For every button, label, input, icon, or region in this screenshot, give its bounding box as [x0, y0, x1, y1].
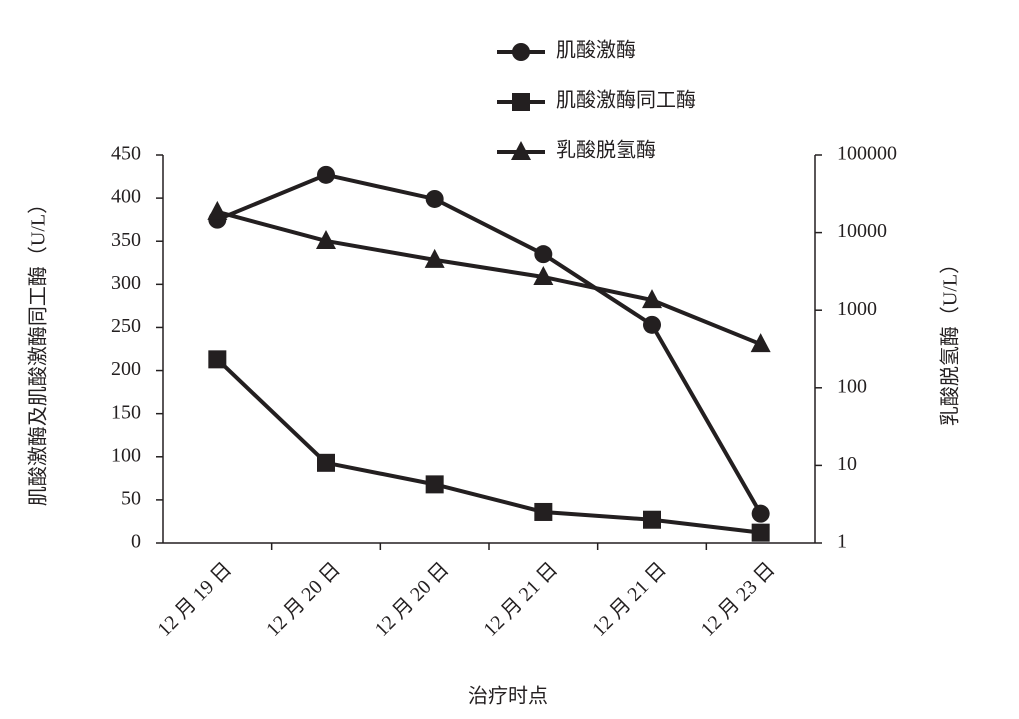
data-point — [534, 245, 553, 264]
x-tick-label: 12 月 19 日 — [153, 558, 236, 641]
x-tick-label: 12 月 20 日 — [262, 558, 345, 641]
y-tick-label: 0 — [131, 531, 141, 553]
data-point — [424, 248, 445, 268]
series-line — [216, 172, 763, 515]
data-point — [425, 189, 444, 208]
y-tick-label: 100 — [111, 444, 141, 466]
data-point — [533, 265, 554, 285]
data-point — [750, 333, 771, 353]
series-line — [216, 209, 762, 347]
x-tick-label: 12 月 21 日 — [588, 558, 671, 641]
y2-tick-label: 1 — [837, 531, 847, 553]
data-point — [643, 510, 661, 529]
data-point — [643, 315, 661, 334]
y2-tick-label: 10000 — [837, 220, 887, 242]
data-point — [751, 523, 770, 542]
data-point — [316, 229, 336, 249]
y-tick-label: 450 — [111, 143, 141, 165]
y-tick-label: 400 — [111, 186, 141, 208]
y2-tick-label: 1000 — [837, 298, 877, 320]
data-point — [534, 502, 553, 521]
y-tick-label: 200 — [111, 358, 141, 380]
y2-tick-label: 10 — [837, 453, 857, 475]
legend-label: 肌酸激酶 — [556, 39, 636, 62]
legend-label: 乳酸脱氢酶 — [556, 139, 656, 162]
y-tick-label: 150 — [111, 401, 141, 423]
y2-tick-label: 100000 — [837, 143, 897, 165]
series-line — [215, 357, 761, 535]
x-tick-label: 12 月 21 日 — [479, 558, 562, 641]
data-point — [425, 475, 444, 494]
legend-marker — [512, 93, 530, 111]
data-point — [317, 165, 335, 184]
legend-marker — [511, 141, 531, 160]
data-point — [642, 289, 662, 309]
y-tick-label: 350 — [111, 229, 141, 251]
y-axis-label: 肌酸激酶及肌酸激酶同工酶（U/L） — [27, 194, 50, 506]
legend-marker — [512, 43, 530, 61]
x-tick-label: 12 月 23 日 — [697, 558, 780, 641]
x-axis-label: 治疗时点 — [468, 685, 548, 708]
data-point — [751, 504, 770, 523]
legend-label: 肌酸激酶同工酶 — [556, 89, 696, 112]
data-point — [207, 200, 228, 220]
y-tick-label: 50 — [121, 487, 141, 509]
y-tick-label: 250 — [111, 315, 141, 337]
data-point — [317, 453, 335, 472]
y-tick-label: 300 — [111, 272, 141, 294]
x-tick-label: 12 月 20 日 — [371, 558, 454, 641]
data-point — [208, 350, 227, 369]
y2-tick-label: 100 — [837, 375, 867, 397]
y2-axis-label: 乳酸脱氢酶（U/L） — [939, 254, 962, 426]
